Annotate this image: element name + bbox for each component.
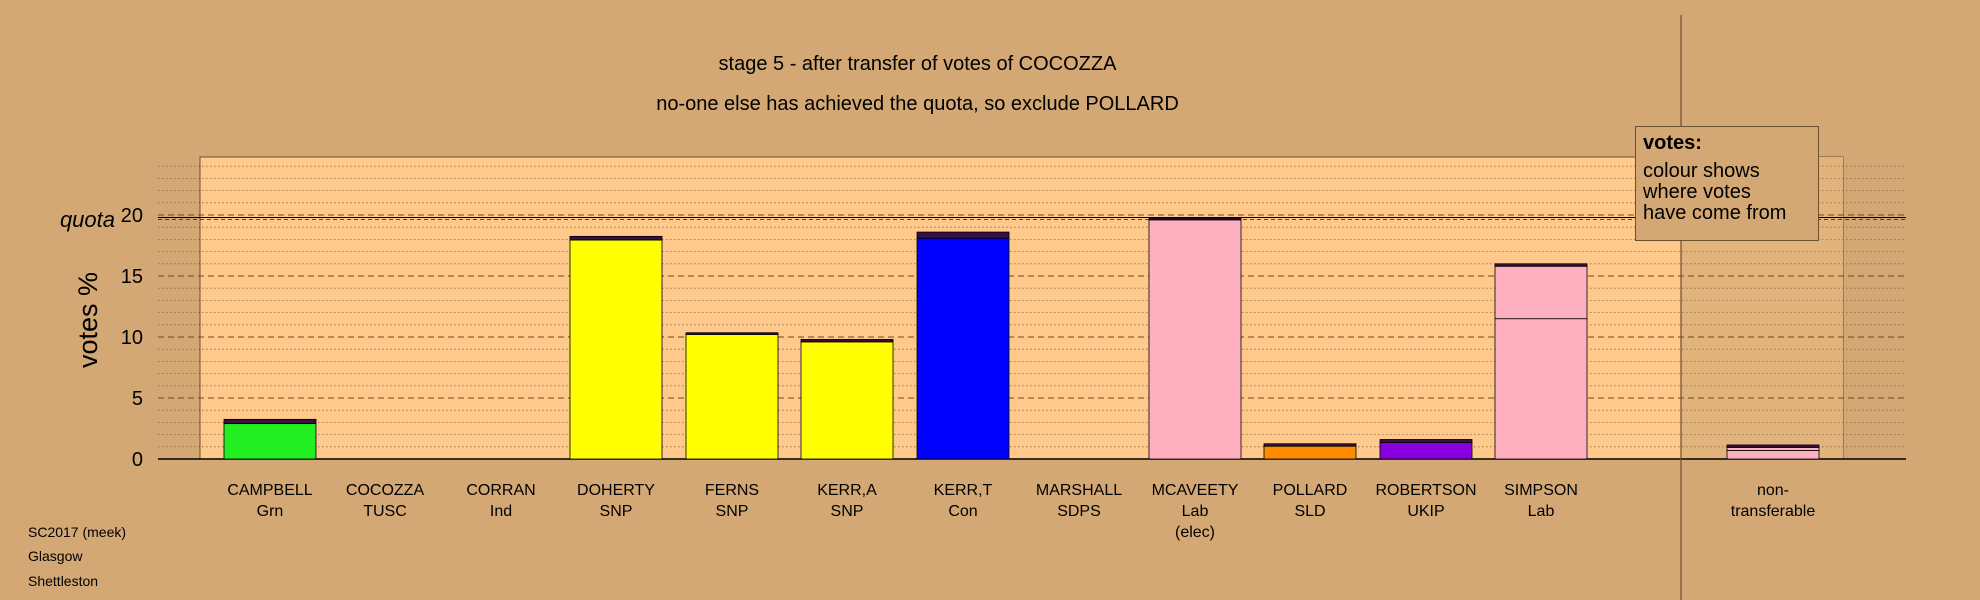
bar-segment xyxy=(223,423,317,460)
bar-segment xyxy=(1494,318,1588,460)
x-label-party: SDPS xyxy=(1057,503,1101,520)
footer-council: Glasgow xyxy=(28,548,83,564)
bar-segment xyxy=(1263,443,1357,447)
y-tick-label: 5 xyxy=(132,388,143,410)
x-label-party: SNP xyxy=(831,503,864,520)
y-axis-label: votes % xyxy=(73,272,103,368)
x-label-party: Grn xyxy=(257,503,284,520)
bar-segment xyxy=(1494,263,1588,267)
x-label-party: Lab xyxy=(1528,503,1555,520)
bar-segment xyxy=(223,418,317,425)
x-label-party: Lab xyxy=(1182,503,1209,520)
legend-line-2: where votes xyxy=(1643,181,1751,203)
y-tick-label: 0 xyxy=(132,449,143,471)
chart-title: stage 5 - after transfer of votes of COC… xyxy=(718,53,1117,75)
bar-segment xyxy=(1148,219,1242,460)
x-label-party: SLD xyxy=(1294,503,1325,520)
bar-segment xyxy=(1379,439,1473,443)
bar-segment xyxy=(685,332,779,335)
footer-ward: Shettleston xyxy=(28,573,99,589)
x-label-name: ROBERTSON xyxy=(1375,482,1476,499)
x-label-party: Ind xyxy=(490,503,512,520)
footer-election: SC2017 (meek) xyxy=(28,524,127,540)
x-label-name: KERR,T xyxy=(934,482,993,499)
y-tick-label: 10 xyxy=(121,327,143,349)
x-label-party: Con xyxy=(948,503,977,520)
x-label-name: MCAVEETY xyxy=(1152,482,1239,499)
bar-segment xyxy=(1726,450,1820,460)
legend-line-1: colour shows xyxy=(1643,160,1760,182)
y-tick-label: 15 xyxy=(121,266,143,288)
bar-segment xyxy=(569,235,663,241)
x-label-name: COCOZZA xyxy=(346,482,425,499)
x-label-party: SNP xyxy=(600,503,633,520)
x-label-name: CORRAN xyxy=(466,482,535,499)
bar-segment xyxy=(1148,217,1242,221)
legend-line-3: have come from xyxy=(1643,202,1787,224)
x-label-name: FERNS xyxy=(705,482,759,499)
x-label-name: KERR,A xyxy=(817,482,877,499)
x-label-party: SNP xyxy=(716,503,749,520)
x-label-name: non- xyxy=(1757,482,1789,499)
bar-segment xyxy=(1379,442,1473,460)
y-tick-label: 20 xyxy=(121,205,143,227)
bar-segment xyxy=(800,341,894,460)
x-label-party: TUSC xyxy=(363,503,407,520)
x-label-name: DOHERTY xyxy=(577,482,655,499)
x-label-party: UKIP xyxy=(1407,503,1444,520)
plot-area xyxy=(199,156,1844,460)
x-label-extra: (elec) xyxy=(1175,524,1215,541)
bar-segment xyxy=(1726,444,1820,448)
bar-segment xyxy=(916,231,1010,239)
bar-segment xyxy=(1494,265,1588,320)
x-label-name: POLLARD xyxy=(1273,482,1348,499)
chart-subtitle: no-one else has achieved the quota, so e… xyxy=(656,93,1179,115)
bar-segment xyxy=(800,339,894,343)
bar-segment xyxy=(569,239,663,460)
x-label-party: transferable xyxy=(1731,503,1816,520)
x-label-name: CAMPBELL xyxy=(227,482,312,499)
x-label-name: SIMPSON xyxy=(1504,482,1578,499)
quota-label: quota xyxy=(60,207,115,232)
bar-segment xyxy=(916,237,1010,460)
x-label-name: MARSHALL xyxy=(1036,482,1122,499)
legend-box: votes: colour shows where votes have com… xyxy=(1635,126,1819,241)
bar-segment xyxy=(1263,445,1357,460)
bar-segment xyxy=(685,334,779,460)
bar-segment xyxy=(1726,447,1820,451)
legend-heading: votes: xyxy=(1643,132,1702,154)
